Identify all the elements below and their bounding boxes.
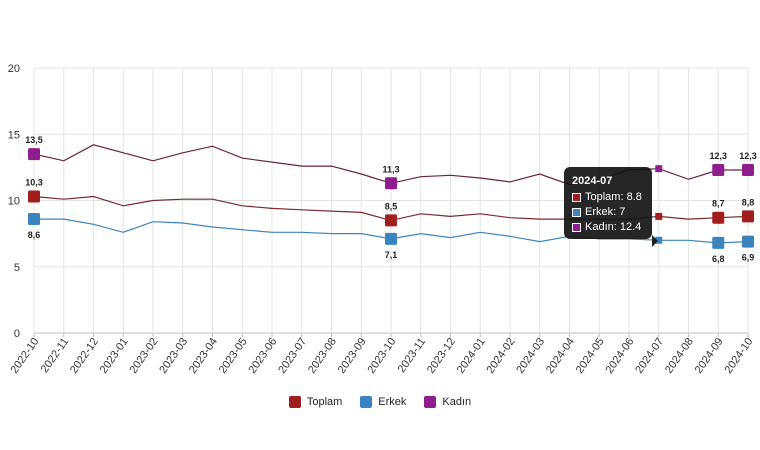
- x-tick-label: 2024-02: [484, 336, 517, 376]
- x-tick-label: 2023-05: [217, 336, 250, 376]
- data-point-marker: [712, 236, 725, 249]
- x-tick-label: 2024-10: [722, 336, 755, 376]
- data-point-marker: [742, 164, 754, 177]
- data-label: 8,7: [712, 199, 725, 209]
- data-label: 8,8: [742, 197, 755, 207]
- x-tick-label: 2023-07: [276, 336, 309, 376]
- data-point-marker: [28, 190, 40, 203]
- data-point-marker: [712, 211, 725, 224]
- tooltip-swatch-erkek: [572, 207, 581, 217]
- x-tick-label: 2022-12: [68, 336, 101, 376]
- data-point-marker: [28, 148, 40, 161]
- data-point-marker: [385, 214, 397, 227]
- tooltip-row-toplam: Toplam: 8.8: [572, 191, 644, 203]
- y-tick-label: 20: [8, 63, 20, 75]
- y-tick-label: 15: [8, 129, 20, 141]
- data-label: 7,1: [385, 250, 398, 260]
- chart-tooltip: 2024-07 Toplam: 8.8 Erkek: 7 Kadın: 12.4: [564, 167, 658, 247]
- tooltip-row-erkek: Erkek: 7: [572, 206, 644, 218]
- tooltip-text-kadin: Kadın: 12.4: [585, 221, 642, 233]
- hover-point-marker: [655, 236, 663, 244]
- chart-legend: Toplam Erkek Kadın: [0, 396, 760, 408]
- legend-item-toplam[interactable]: Toplam: [288, 396, 343, 408]
- data-point-marker: [712, 164, 725, 177]
- x-tick-label: 2024-03: [514, 336, 547, 376]
- x-tick-label: 2024-09: [693, 336, 726, 376]
- legend-item-erkek[interactable]: Erkek: [360, 396, 406, 408]
- tooltip-text-erkek: Erkek: 7: [585, 206, 626, 218]
- data-point-marker: [385, 232, 397, 245]
- x-tick-label: 2023-08: [306, 336, 339, 376]
- x-tick-label: 2023-12: [425, 336, 458, 376]
- tooltip-swatch-toplam: [572, 192, 581, 202]
- legend-swatch-erkek: [360, 396, 373, 408]
- x-tick-label: 2024-06: [603, 336, 636, 376]
- data-point-marker: [385, 177, 397, 190]
- x-tick-label: 2023-02: [127, 336, 160, 376]
- tooltip-caret: [652, 235, 658, 247]
- x-tick-label: 2024-01: [455, 336, 488, 376]
- data-label: 12,3: [709, 151, 727, 161]
- data-point-marker: [742, 235, 754, 248]
- x-tick-label: 2023-09: [336, 336, 369, 376]
- data-label: 13,5: [25, 135, 43, 145]
- x-tick-label: 2023-03: [157, 336, 190, 376]
- x-tick-label: 2023-04: [187, 336, 220, 376]
- data-point-marker: [28, 213, 40, 226]
- x-tick-label: 2023-06: [246, 336, 279, 376]
- x-tick-label: 2023-10: [365, 336, 398, 376]
- data-label: 6,9: [742, 253, 755, 263]
- legend-label-toplam: Toplam: [306, 396, 343, 408]
- tooltip-row-kadin: Kadın: 12.4: [572, 221, 644, 233]
- legend-swatch-kadin: [424, 396, 437, 408]
- x-tick-label: 2023-01: [98, 336, 131, 376]
- hover-point-marker: [655, 165, 663, 173]
- tooltip-text-toplam: Toplam: 8.8: [585, 191, 642, 203]
- x-tick-label: 2023-11: [396, 336, 429, 375]
- y-tick-label: 5: [14, 262, 20, 274]
- data-label: 8,5: [385, 201, 398, 211]
- legend-swatch-toplam: [288, 396, 301, 408]
- data-label: 11,3: [382, 164, 399, 174]
- data-label: 6,8: [712, 254, 725, 264]
- tooltip-title: 2024-07: [572, 175, 613, 187]
- x-tick-label: 2024-04: [544, 336, 577, 376]
- data-point-marker: [742, 210, 754, 223]
- x-tick-label: 2022-11: [39, 336, 72, 375]
- data-label: 12,3: [739, 151, 757, 161]
- tooltip-swatch-kadin: [572, 222, 581, 232]
- legend-label-kadin: Kadın: [442, 396, 472, 408]
- data-label: 8,6: [28, 230, 41, 240]
- x-tick-label: 2024-08: [663, 336, 696, 376]
- y-tick-label: 10: [8, 196, 20, 208]
- x-tick-label: 2024-05: [574, 336, 607, 376]
- legend-label-erkek: Erkek: [378, 396, 407, 408]
- legend-item-kadin[interactable]: Kadın: [424, 396, 471, 408]
- x-tick-label: 2022-10: [8, 336, 41, 376]
- hover-point-marker: [655, 212, 663, 220]
- y-tick-label: 0: [14, 328, 20, 340]
- data-label: 10,3: [25, 178, 43, 188]
- x-tick-label: 2024-07: [633, 336, 666, 376]
